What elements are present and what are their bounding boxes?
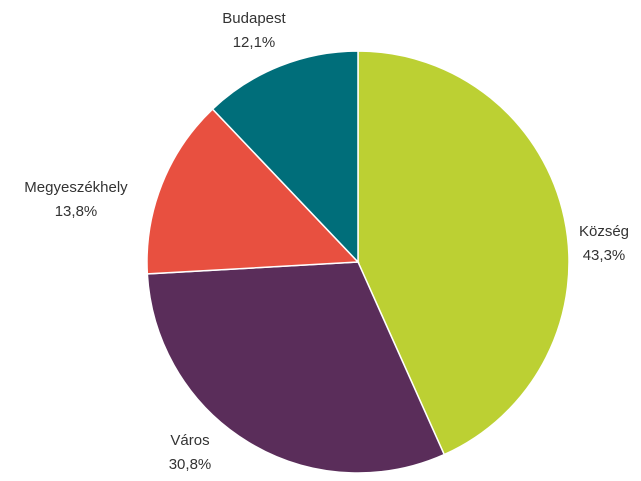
pie-slice-megyeszékhely — [146, 108, 360, 275]
pie-label-megyeszékhely: Megyeszékhely 13,8% — [24, 179, 128, 220]
pie-slice-község — [357, 50, 570, 456]
pie-label-name: Község — [579, 223, 629, 240]
pie-label-value: 12,1% — [233, 34, 276, 51]
pie-slice-budapest — [211, 50, 359, 264]
pie-slices — [146, 50, 570, 474]
pie-label-város: Város 30,8% — [169, 432, 212, 473]
pie-label-budapest: Budapest 12,1% — [222, 10, 286, 51]
pie-label-value: 30,8% — [169, 456, 212, 473]
pie-labels: Község 43,3% Város 30,8% Megyeszékhely 13,8% B… — [24, 10, 629, 473]
pie-label-value: 43,3% — [583, 247, 626, 264]
pie-label-value: 13,8% — [55, 203, 98, 220]
pie-slice-város — [146, 261, 446, 474]
pie-label-name: Megyeszékhely — [24, 179, 128, 196]
pie-label-name: Város — [170, 432, 209, 449]
pie-label-name: Budapest — [222, 10, 286, 27]
pie-label-község: Község 43,3% — [579, 223, 629, 264]
